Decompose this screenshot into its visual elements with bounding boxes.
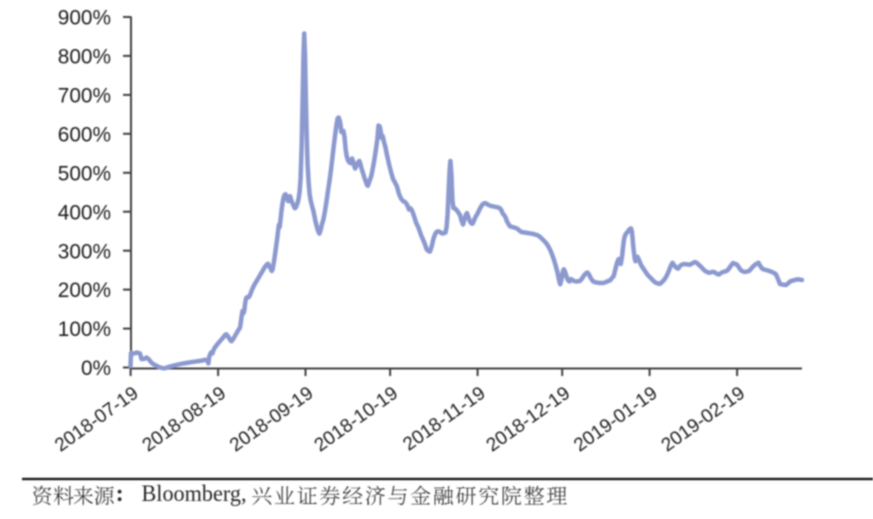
svg-text:500%: 500% bbox=[58, 162, 111, 185]
svg-text:100%: 100% bbox=[58, 318, 111, 341]
svg-text:800%: 800% bbox=[58, 46, 111, 69]
svg-text:Bloomberg,: Bloomberg, bbox=[142, 481, 247, 507]
svg-text:600%: 600% bbox=[58, 123, 111, 146]
svg-text:300%: 300% bbox=[58, 240, 111, 263]
svg-text:400%: 400% bbox=[58, 201, 111, 224]
svg-text:0%: 0% bbox=[81, 357, 111, 380]
svg-text:900%: 900% bbox=[58, 7, 111, 30]
svg-text:700%: 700% bbox=[58, 85, 111, 108]
svg-text:200%: 200% bbox=[58, 279, 111, 302]
